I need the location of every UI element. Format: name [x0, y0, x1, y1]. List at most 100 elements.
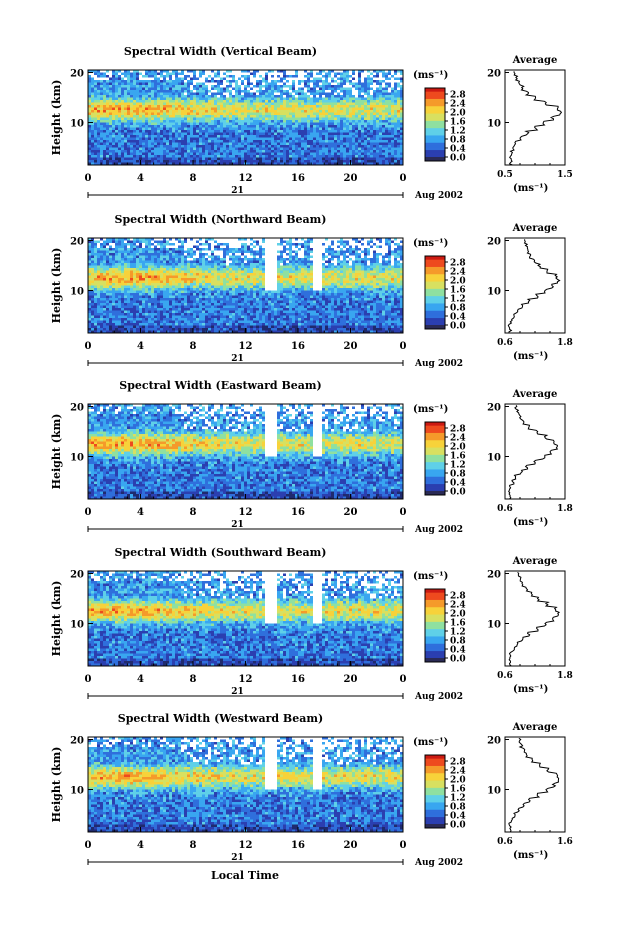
heatmap-cell: [322, 142, 326, 146]
heatmap-cell: [364, 238, 368, 241]
heatmap-cell: [211, 127, 215, 131]
heatmap-cell: [253, 135, 257, 138]
heatmap-cell: [130, 135, 134, 138]
heatmap-cell: [295, 102, 299, 106]
heatmap-cell: [316, 125, 320, 128]
heatmap-cell: [259, 130, 263, 133]
heatmap-cell: [388, 77, 392, 81]
heatmap-cell: [283, 72, 287, 76]
heatmap-cell: [259, 157, 263, 161]
heatmap-cell: [382, 248, 386, 251]
heatmap-cell: [286, 95, 290, 98]
heatmap-cell: [163, 90, 167, 93]
heatmap-cell: [391, 238, 395, 241]
heatmap-cell: [337, 250, 341, 254]
heatmap-cell: [313, 240, 317, 244]
heatmap-cell: [112, 258, 116, 261]
heatmap-cell: [334, 85, 338, 88]
heatmap-cell: [370, 125, 374, 128]
heatmap-cell: [265, 87, 269, 91]
heatmap-cell: [295, 122, 299, 126]
heatmap-cell: [310, 70, 314, 73]
heatmap-cell: [241, 152, 245, 156]
heatmap-cell: [94, 160, 98, 163]
heatmap-cell: [358, 142, 362, 146]
heatmap-cell: [103, 102, 107, 106]
heatmap-cell: [319, 238, 323, 241]
heatmap-cell: [124, 77, 128, 81]
heatmap-cell: [328, 137, 332, 141]
heatmap-cell: [292, 250, 296, 254]
heatmap-cell: [100, 95, 104, 98]
heatmap-cell: [151, 122, 155, 126]
heatmap-cell: [268, 240, 272, 244]
heatmap-cell: [280, 95, 284, 98]
heatmap-cell: [223, 125, 227, 128]
heatmap-cell: [133, 102, 137, 106]
heatmap-cell: [226, 253, 230, 256]
heatmap-cell: [223, 82, 227, 86]
heatmap-cell: [190, 157, 194, 161]
heatmap-cell: [112, 112, 116, 116]
heatmap-cell: [283, 145, 287, 148]
heatmap-cell: [103, 240, 107, 244]
heatmap-cell: [211, 147, 215, 151]
heatmap-cell: [253, 250, 257, 254]
heatmap-cell: [319, 152, 323, 156]
heatmap-cell: [163, 100, 167, 103]
heatmap-cell: [211, 110, 215, 113]
heatmap-cell: [364, 120, 368, 123]
heatmap-cell: [175, 135, 179, 138]
heatmap-cell: [145, 97, 149, 101]
heatmap-cell: [394, 238, 398, 241]
heatmap-cell: [94, 72, 98, 76]
heatmap-cell: [88, 82, 92, 86]
heatmap-cell: [337, 150, 341, 153]
heatmap-cell: [91, 132, 95, 136]
heatmap-cell: [148, 127, 152, 131]
heatmap-cell: [325, 75, 329, 78]
heatmap-cell: [385, 97, 389, 101]
heatmap-cell: [256, 85, 260, 88]
heatmap-cell: [247, 75, 251, 78]
heatmap-cell: [256, 152, 260, 156]
heatmap-cell: [220, 130, 224, 133]
heatmap-cell: [361, 150, 365, 153]
heatmap-cell: [367, 80, 371, 83]
heatmap-cell: [370, 75, 374, 78]
heatmap-cell: [268, 110, 272, 113]
heatmap-cell: [184, 255, 188, 259]
heatmap-cell: [304, 250, 308, 254]
heatmap-cell: [271, 80, 275, 83]
heatmap-cell: [400, 90, 404, 93]
heatmap-cell: [256, 142, 260, 146]
heatmap-cell: [172, 147, 176, 151]
heatmap-cell: [379, 70, 383, 73]
heatmap-cell: [370, 137, 374, 141]
heatmap-cell: [280, 115, 284, 118]
heatmap-cell: [244, 112, 248, 116]
heatmap-cell: [283, 238, 287, 241]
heatmap-cell: [232, 115, 236, 118]
heatmap-cell: [400, 92, 404, 96]
heatmap-cell: [322, 107, 326, 111]
heatmap-cell: [268, 147, 272, 151]
heatmap-cell: [190, 90, 194, 93]
heatmap-cell: [388, 120, 392, 123]
heatmap-cell: [220, 90, 224, 93]
heatmap-cell: [292, 152, 296, 156]
heatmap-cell: [394, 255, 398, 259]
heatmap-cell: [229, 70, 233, 73]
heatmap-cell: [175, 240, 179, 244]
heatmap-cell: [223, 162, 227, 166]
heatmap-cell: [208, 87, 212, 91]
heatmap-cell: [100, 100, 104, 103]
heatmap-cell: [277, 255, 281, 259]
heatmap-cell: [379, 132, 383, 136]
heatmap-cell: [97, 112, 101, 116]
heatmap-cell: [112, 160, 116, 163]
heatmap-cell: [172, 162, 176, 166]
heatmap-cell: [313, 107, 317, 111]
heatmap-cell: [115, 77, 119, 81]
heatmap-cell: [118, 90, 122, 93]
